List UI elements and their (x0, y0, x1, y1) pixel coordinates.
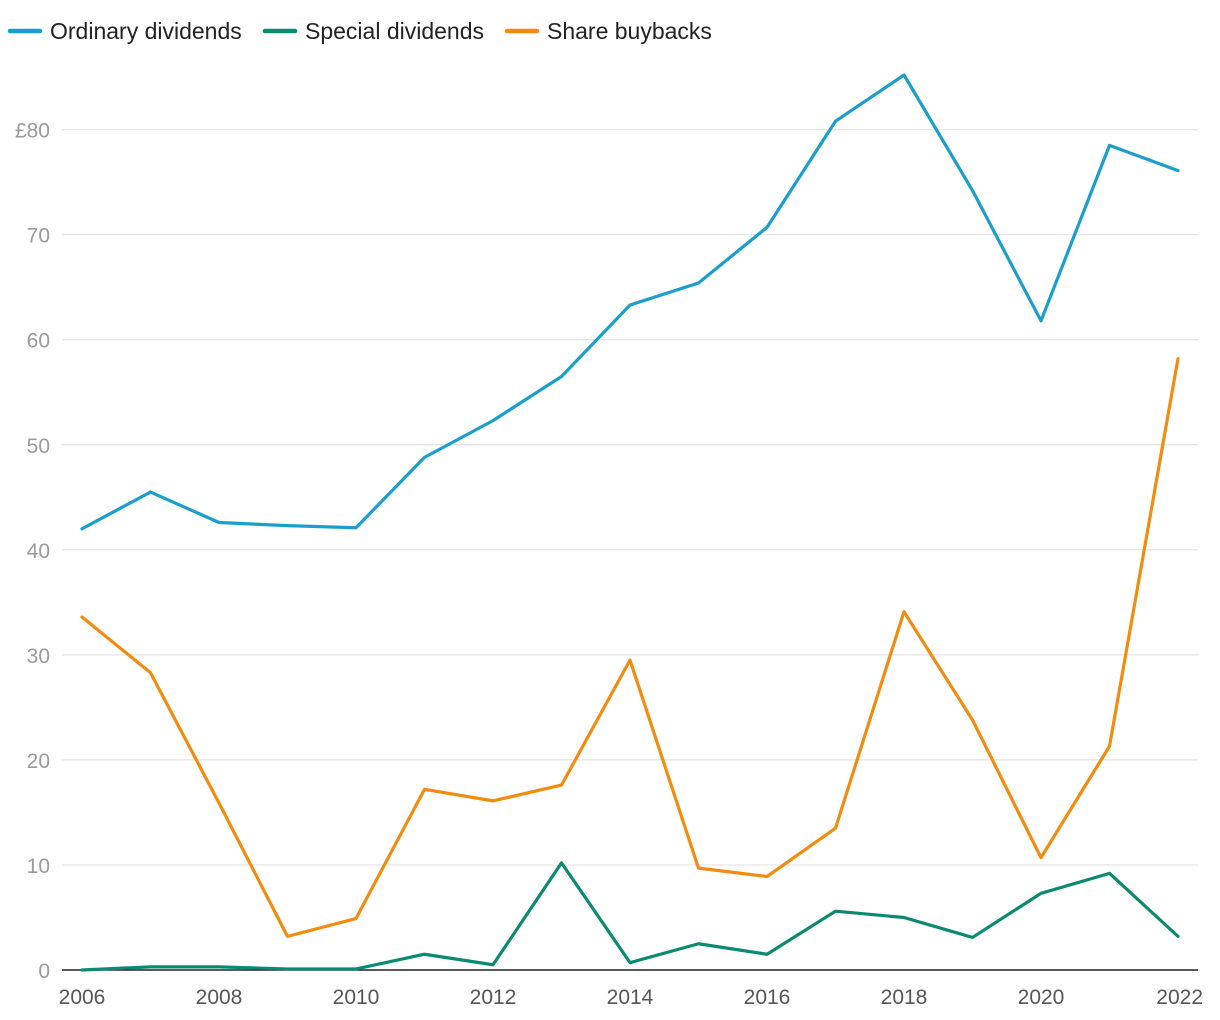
series-line-special-dividends (80, 861, 1180, 972)
series-lines (80, 73, 1180, 972)
y-axis-tick-labels: 0 10 20 30 40 50 60 70 £80 (15, 120, 50, 983)
y-tick-label: £80 (15, 120, 50, 143)
x-tick-label: 2012 (470, 986, 517, 1009)
legend-label: Share buybacks (547, 18, 712, 44)
x-axis-tick-labels: 2006 2008 2010 2012 2014 2016 2018 2020 2022 (59, 986, 1203, 1009)
x-tick-label: 2010 (333, 986, 380, 1009)
x-tick-label: 2014 (607, 986, 654, 1009)
series-line-ordinary-dividends (80, 73, 1180, 531)
y-tick-label: 70 (27, 225, 50, 248)
y-tick-label: 20 (27, 750, 50, 773)
legend-item-share-buybacks: Share buybacks (504, 18, 712, 44)
y-tick-label: 40 (27, 540, 50, 563)
legend-item-special-dividends: Special dividends (262, 18, 484, 44)
legend: Ordinary dividends Special dividends Share… (7, 18, 712, 44)
y-tick-label: 30 (27, 645, 50, 668)
x-tick-label: 2016 (744, 986, 791, 1009)
x-tick-label: 2022 (1156, 986, 1203, 1009)
x-tick-label: 2008 (196, 986, 243, 1009)
y-tick-label: 10 (27, 855, 50, 878)
y-tick-label: 0 (38, 960, 50, 983)
gridlines (62, 129, 1198, 866)
x-tick-label: 2020 (1018, 986, 1065, 1009)
series-line-share-buybacks (80, 357, 1180, 938)
x-tick-label: 2006 (59, 986, 106, 1009)
y-tick-label: 60 (27, 330, 50, 353)
legend-label: Ordinary dividends (50, 18, 242, 44)
y-tick-label: 50 (27, 435, 50, 458)
x-tick-label: 2018 (881, 986, 928, 1009)
legend-item-ordinary-dividends: Ordinary dividends (7, 18, 242, 44)
legend-label: Special dividends (305, 18, 484, 44)
